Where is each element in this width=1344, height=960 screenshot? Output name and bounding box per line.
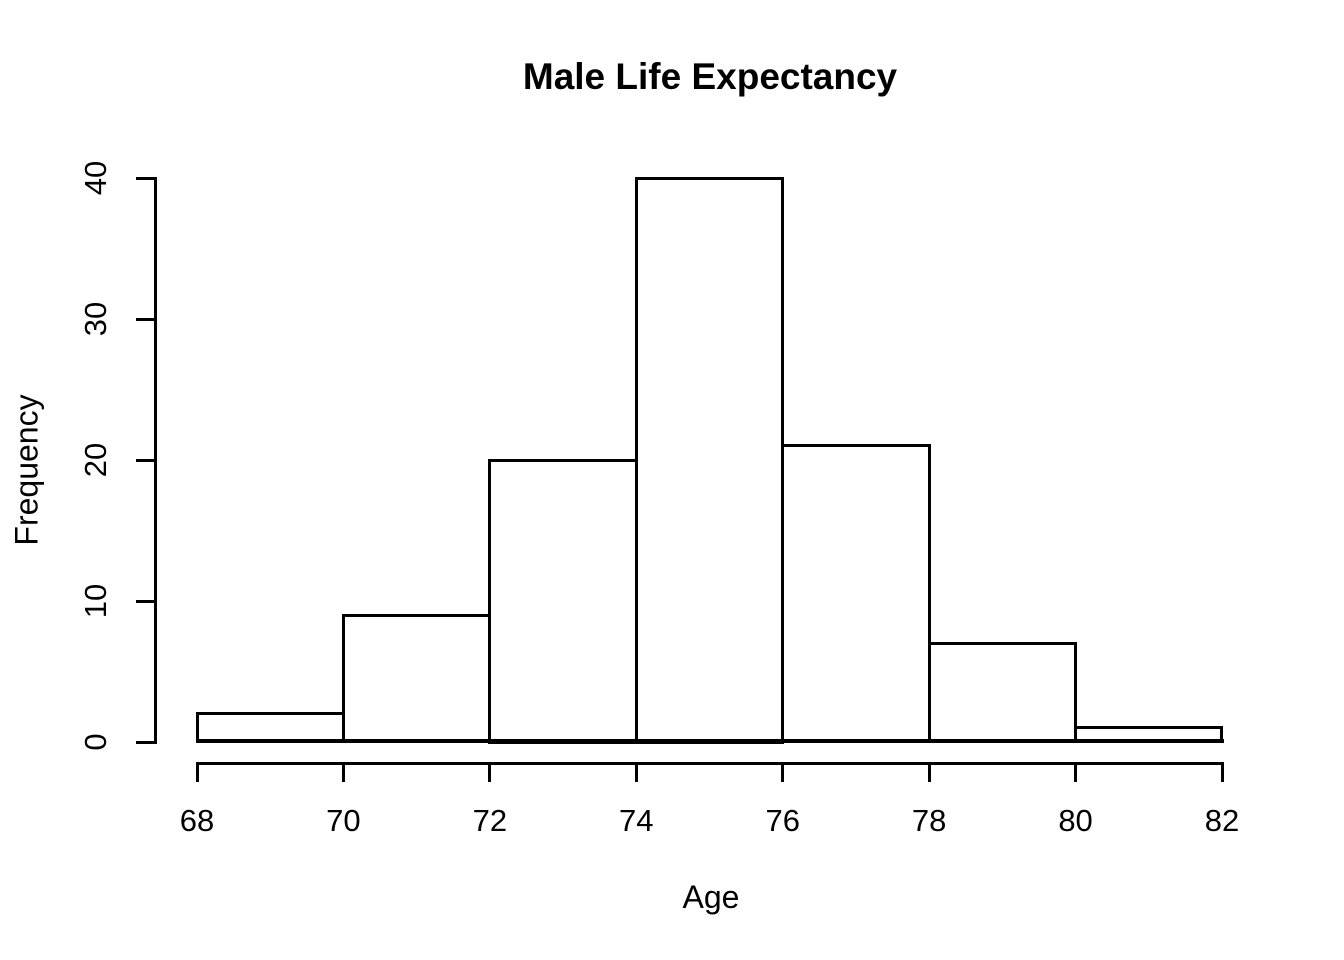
histogram-bar	[488, 458, 638, 744]
baseline	[195, 739, 1224, 743]
x-tick-label: 70	[326, 803, 361, 838]
x-tick-label: 78	[911, 803, 947, 838]
histogram-bar	[634, 176, 785, 744]
y-tick-label: 40	[78, 160, 113, 196]
x-tick-label: 68	[179, 803, 215, 838]
y-axis-tick	[136, 458, 155, 462]
histogram-bar	[781, 444, 931, 744]
y-axis-label: Frequency	[8, 394, 45, 546]
x-axis-tick	[634, 763, 638, 782]
y-tick-label: 0	[78, 733, 113, 751]
y-axis-line	[153, 176, 157, 744]
y-axis-tick	[136, 317, 155, 321]
x-tick-label: 74	[619, 803, 654, 838]
chart-title: Male Life Expectancy	[522, 56, 898, 97]
x-axis-line	[195, 761, 1224, 765]
x-axis-tick	[1220, 763, 1224, 782]
x-axis-tick	[927, 763, 931, 782]
x-axis-tick	[781, 763, 785, 782]
x-axis-tick	[341, 763, 345, 782]
y-tick-label: 10	[78, 583, 113, 619]
y-axis-tick	[136, 599, 155, 603]
x-tick-label: 80	[1058, 803, 1093, 838]
x-tick-label: 82	[1204, 803, 1240, 838]
histogram-bar	[927, 641, 1078, 744]
histogram-bar	[341, 613, 492, 744]
y-axis-tick	[136, 176, 155, 180]
x-tick-label: 76	[765, 803, 800, 838]
x-axis-label: Age	[682, 879, 740, 915]
x-axis-tick	[195, 763, 199, 782]
x-tick-label: 72	[472, 803, 508, 838]
x-axis-tick	[488, 763, 492, 782]
y-tick-label: 30	[78, 301, 113, 337]
y-axis-tick	[136, 740, 155, 744]
y-tick-label: 20	[78, 442, 113, 478]
x-axis-tick	[1074, 763, 1078, 782]
